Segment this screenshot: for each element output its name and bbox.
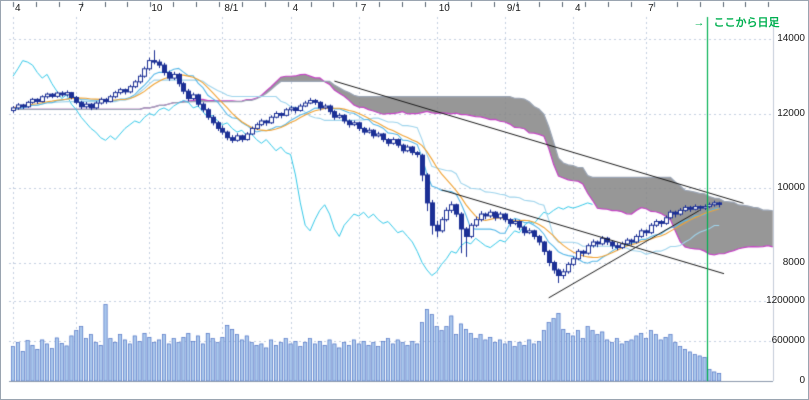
x-axis-label: 7 bbox=[360, 3, 367, 14]
x-axis-label: 7 bbox=[78, 3, 84, 14]
daily-marker-annotation: → ここから日足 bbox=[694, 17, 780, 30]
x-axis-label: 4 bbox=[575, 3, 581, 14]
volume-axis-label: 1200000 bbox=[766, 295, 805, 306]
x-axis-label: 7 bbox=[648, 3, 654, 14]
volume-axis-label: 600000 bbox=[771, 335, 805, 346]
x-axis-label: 4 bbox=[292, 3, 299, 14]
x-axis-label: 10 bbox=[151, 3, 163, 14]
right-arrow-icon: → bbox=[693, 17, 705, 29]
price-axis-label: 10000 bbox=[777, 182, 805, 193]
x-axis-label: 9/1 bbox=[506, 3, 521, 14]
x-axis-label: 10 bbox=[438, 3, 450, 14]
price-axis-label: 12000 bbox=[777, 107, 805, 119]
daily-marker-label: ここから日足 bbox=[713, 17, 780, 29]
price-axis-label: 14000 bbox=[777, 33, 805, 44]
x-axis-label: 4 bbox=[15, 3, 21, 14]
price-axis-label: 8000 bbox=[782, 256, 805, 268]
volume-axis-label: 0 bbox=[799, 375, 805, 386]
x-axis-label: 8/1 bbox=[224, 3, 239, 14]
